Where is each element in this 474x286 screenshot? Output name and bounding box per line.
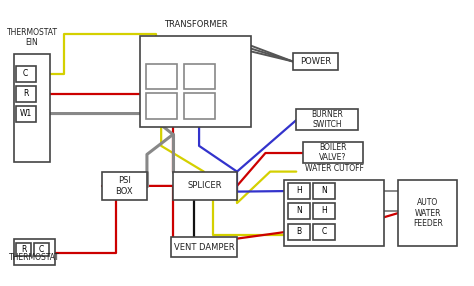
Bar [16, 243, 31, 256]
Bar [34, 243, 49, 256]
Text: THERMOSTAT: THERMOSTAT [9, 253, 60, 262]
Bar [284, 180, 384, 246]
Text: BOILER
VALVE?: BOILER VALVE? [319, 143, 347, 162]
Text: SPLICER: SPLICER [188, 181, 222, 190]
Text: N: N [321, 186, 327, 195]
Bar [296, 109, 358, 130]
Text: H: H [321, 206, 327, 215]
Text: R: R [23, 89, 28, 98]
Text: B: B [296, 227, 301, 236]
Bar [313, 224, 335, 240]
Text: C: C [23, 69, 28, 78]
Text: VENT DAMPER: VENT DAMPER [173, 243, 234, 252]
Bar [313, 183, 335, 199]
Bar [288, 224, 310, 240]
Text: R: R [21, 245, 26, 254]
Text: H: H [296, 186, 302, 195]
Bar [173, 172, 237, 200]
Text: WATER CUTOFF: WATER CUTOFF [305, 164, 364, 173]
Bar [184, 93, 215, 119]
Bar [171, 237, 237, 257]
Text: W1: W1 [19, 109, 32, 118]
Bar [303, 142, 363, 163]
Text: PSI
BOX: PSI BOX [116, 176, 133, 196]
Bar [140, 36, 251, 127]
Bar [14, 54, 50, 162]
Bar [16, 86, 36, 102]
Bar [288, 183, 310, 199]
Bar [16, 66, 36, 82]
Bar [102, 172, 147, 200]
Text: AUTO
WATER
FEEDER: AUTO WATER FEEDER [413, 198, 443, 228]
Bar [288, 203, 310, 219]
Bar [16, 106, 36, 122]
Text: BURNER
SWITCH: BURNER SWITCH [311, 110, 343, 129]
Text: C: C [321, 227, 327, 236]
Bar [398, 180, 457, 246]
Text: THERMOSTAT
EIN: THERMOSTAT EIN [7, 28, 57, 47]
Text: TRANSFORMER: TRANSFORMER [164, 20, 228, 29]
Bar [146, 64, 177, 89]
Bar [146, 93, 177, 119]
Bar [293, 53, 338, 70]
Bar [14, 239, 55, 265]
Bar [313, 203, 335, 219]
Text: POWER: POWER [300, 57, 331, 66]
Text: N: N [296, 206, 302, 215]
Bar [184, 64, 215, 89]
Text: C: C [39, 245, 44, 254]
